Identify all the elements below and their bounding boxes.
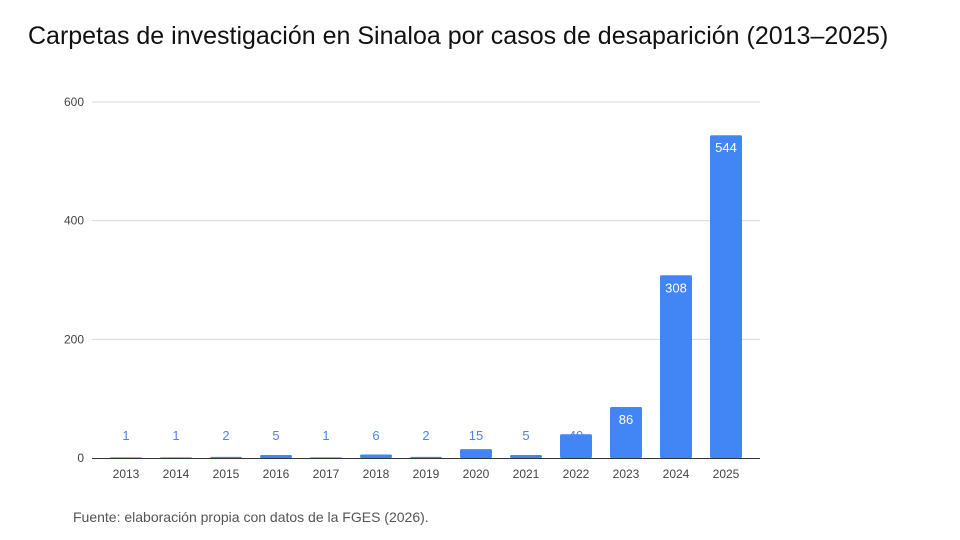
bar-2014 (160, 457, 192, 459)
gridlines (92, 101, 760, 340)
y-tick-label-600: 600 (64, 95, 84, 109)
x-tick-label-2022: 2022 (563, 467, 590, 481)
x-tick-label-2015: 2015 (213, 467, 240, 481)
bar-2021 (510, 455, 542, 458)
data-label-2017: 1 (322, 428, 329, 443)
data-label-2022: 40 (569, 428, 583, 443)
data-label-2019: 2 (422, 428, 429, 443)
data-label-2018: 6 (372, 428, 379, 443)
x-tick-label-2023: 2023 (613, 467, 640, 481)
x-tick-label-2018: 2018 (363, 467, 390, 481)
data-label-2020: 15 (469, 428, 483, 443)
y-tick-label-200: 200 (64, 332, 84, 346)
data-label-2014: 1 (172, 428, 179, 443)
bar-2020 (460, 449, 492, 458)
data-labels: 1 1 2 5 1 6 2 15 5 40 86 308 544 (122, 140, 736, 443)
x-tick-label-2025: 2025 (713, 467, 740, 481)
x-tick-label-2019: 2019 (413, 467, 440, 481)
data-label-2013: 1 (122, 428, 129, 443)
bar-2023 (610, 406, 642, 458)
data-label-2016: 5 (272, 428, 279, 443)
bars (110, 135, 742, 459)
data-label-2025: 544 (715, 140, 737, 155)
y-tick-label-0: 0 (77, 451, 84, 465)
source-note: Fuente: elaboración propia con datos de … (73, 509, 429, 525)
bar-2025 (710, 135, 742, 458)
x-tick-label-2024: 2024 (663, 467, 690, 481)
bar-2018 (360, 454, 392, 458)
y-axis-ticks: 0 200 400 600 (64, 95, 84, 465)
x-tick-label-2016: 2016 (263, 467, 290, 481)
x-tick-label-2013: 2013 (113, 467, 140, 481)
bar-2016 (260, 455, 292, 458)
bar-2022 (560, 434, 592, 458)
bar-2017 (310, 457, 342, 459)
x-tick-label-2021: 2021 (513, 467, 540, 481)
x-tick-label-2014: 2014 (163, 467, 190, 481)
x-tick-label-2020: 2020 (463, 467, 490, 481)
data-label-2021: 5 (522, 428, 529, 443)
chart-title: Carpetas de investigación en Sinaloa por… (28, 22, 889, 50)
y-tick-label-400: 400 (64, 214, 84, 228)
bar-2024 (660, 275, 692, 458)
data-label-2015: 2 (222, 428, 229, 443)
x-axis-ticks: 2013 2014 2015 2016 2017 2018 2019 2020 2021 2022… (113, 467, 740, 481)
x-tick-label-2017: 2017 (313, 467, 340, 481)
data-label-2023: 86 (619, 412, 633, 427)
bar-2013 (110, 457, 142, 459)
bar-2015 (210, 456, 242, 458)
data-label-2024: 308 (665, 280, 687, 295)
bar-2019 (410, 456, 442, 458)
